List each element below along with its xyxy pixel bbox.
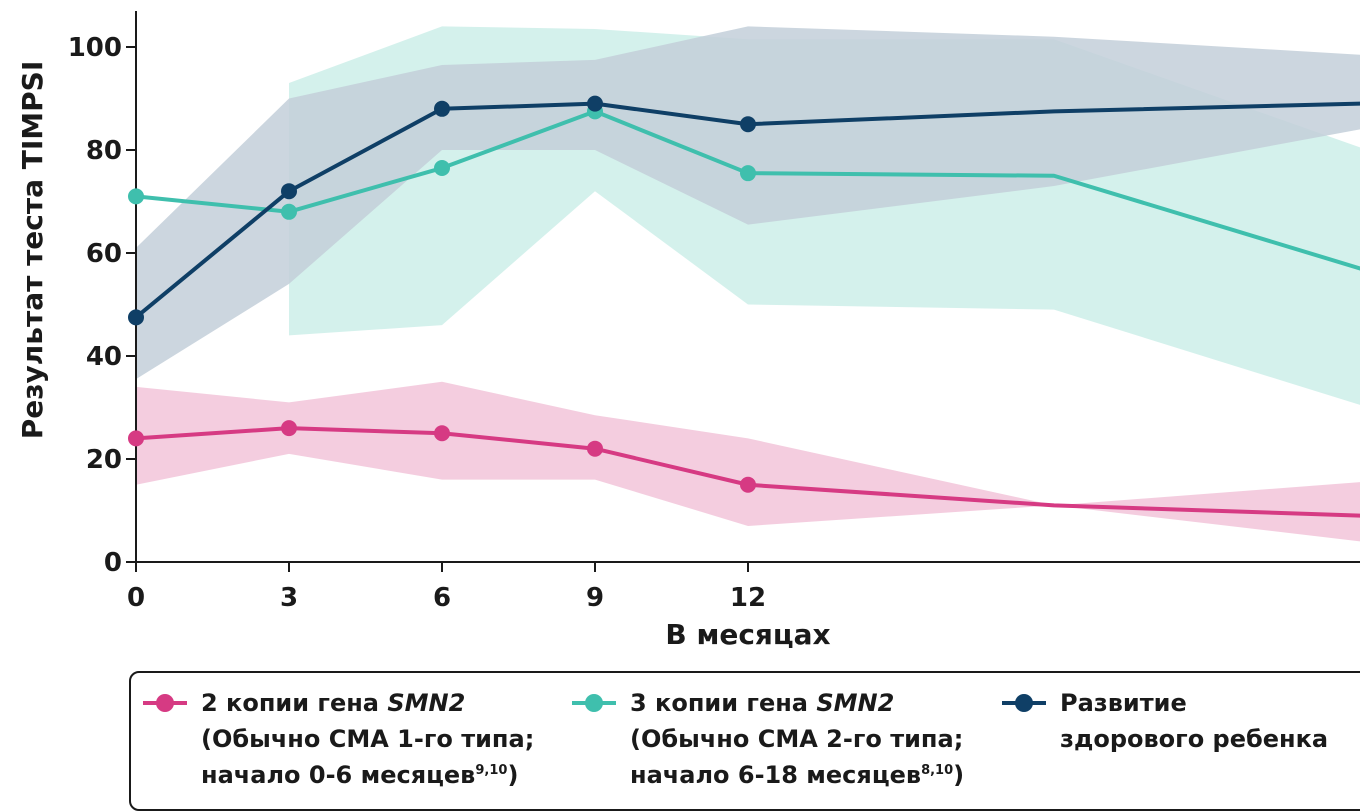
legend: 2 копии гена SMN2 (Обычно СМА 1-го типа;… [129, 671, 1360, 811]
legend-text: Развитие здорового ребенка [1060, 685, 1328, 757]
legend-line3-tail: ) [953, 761, 965, 789]
x-axis-label: В месяцах [665, 618, 830, 651]
legend-line1: 3 копии гена [630, 689, 817, 717]
legend-line3: начало 0-6 месяцев [201, 761, 476, 789]
y-tick-label: 60 [86, 239, 122, 269]
x-tick-label: 3 [280, 583, 298, 613]
point-smn2_2 [434, 425, 450, 442]
legend-ref: 9,10 [475, 763, 508, 778]
legend-line2: здорового ребенка [1060, 725, 1329, 753]
legend-line2: (Обычно СМА 1-го типа; [201, 725, 535, 753]
legend-line1: 2 копии гена [201, 689, 388, 717]
y-tick-label: 20 [86, 445, 122, 475]
x-tick-label: 0 [127, 583, 145, 613]
legend-gene: SMN2 [387, 689, 466, 717]
point-smn2_2 [740, 476, 756, 493]
legend-text: 2 копии гена SMN2 (Обычно СМА 1-го типа;… [201, 685, 534, 793]
legend-gene: SMN2 [816, 689, 895, 717]
point-smn2_3 [128, 188, 144, 205]
point-healthy [128, 309, 144, 326]
series-points [128, 95, 756, 493]
y-tick-label: 80 [86, 136, 122, 166]
point-smn2_2 [128, 430, 144, 447]
point-smn2_3 [434, 160, 450, 177]
legend-line3: начало 6-18 месяцев [630, 761, 922, 789]
y-tick-label: 100 [68, 33, 122, 63]
point-smn2_2 [281, 420, 297, 437]
confidence-bands [136, 26, 1360, 542]
legend-ref: 8,10 [921, 763, 954, 778]
x-tick-labels: 0 3 6 9 12 [127, 583, 766, 613]
chart: 0 3 6 9 12 0 20 40 60 80 100 В месяцах Результат … [16, 11, 1360, 651]
legend-swatch-healthy [1002, 694, 1046, 712]
legend-swatch-smn2-2 [143, 694, 187, 712]
point-smn2_2 [587, 440, 603, 457]
legend-line3-tail: ) [507, 761, 519, 789]
y-tick-label: 40 [86, 342, 122, 372]
point-healthy [281, 183, 297, 200]
legend-dot [156, 694, 174, 712]
point-healthy [587, 95, 603, 112]
x-tick-label: 9 [586, 583, 604, 613]
legend-line2: (Обычно СМА 2-го типа; [630, 725, 964, 753]
y-axis-label: Результат теста TIMPSI [16, 61, 49, 440]
x-tick-label: 12 [730, 583, 766, 613]
point-healthy [434, 100, 450, 117]
x-tick-label: 6 [433, 583, 451, 613]
legend-dot [1015, 694, 1033, 712]
legend-line1: Развитие [1060, 689, 1187, 717]
point-smn2_3 [740, 165, 756, 182]
legend-swatch-smn2-3 [572, 694, 616, 712]
y-tick-label: 0 [104, 548, 122, 578]
axes [126, 11, 1360, 572]
legend-dot [585, 694, 603, 712]
y-tick-labels: 0 20 40 60 80 100 [68, 33, 122, 578]
point-smn2_3 [281, 203, 297, 220]
point-healthy [740, 116, 756, 133]
legend-text: 3 копии гена SMN2 (Обычно СМА 2-го типа;… [630, 685, 964, 793]
band-smn2_2 [136, 381, 1360, 542]
